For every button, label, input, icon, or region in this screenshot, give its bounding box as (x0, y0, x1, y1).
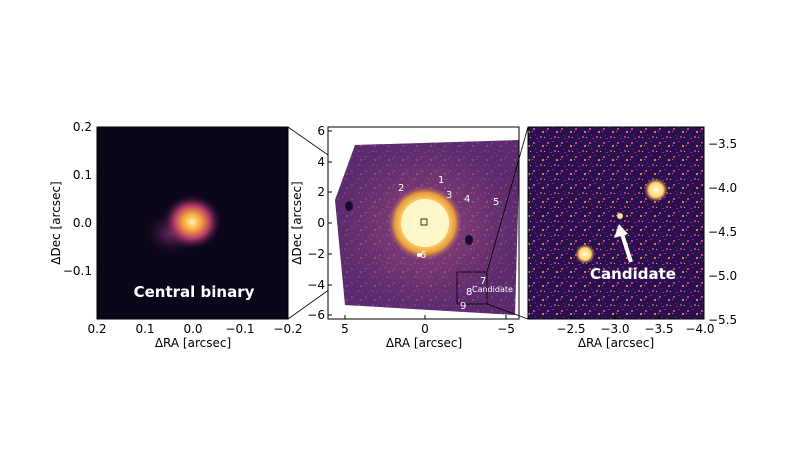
y-tick-label: 6 (317, 124, 325, 138)
binary-core (162, 194, 222, 250)
y-axis-label: ΔDec [arcsec] (290, 181, 304, 264)
source-label: 8 (466, 287, 472, 298)
x-tick-label: −2.5 (556, 322, 585, 336)
x-axis-label: ΔRA [arcsec] (386, 336, 462, 350)
x-tick-label: −3.0 (600, 322, 629, 336)
candidate-arrow-shaft (620, 233, 633, 263)
bright-source (575, 244, 595, 264)
x-tick-label: −5 (497, 322, 515, 336)
x-tick-label: 0 (421, 322, 429, 336)
zoom-connector-line (486, 126, 529, 273)
y-axis-label: ΔDec [arcsec] (49, 181, 63, 264)
panel-central-binary: Central binary 0.2 0.1 0.0 −0.1 0.2 0.1 … (49, 120, 303, 350)
source-label: 1 (438, 175, 444, 186)
panel-wide-field: 1 2 3 4 5 6 7 8 9 Candidate 6 4 2 (290, 124, 520, 350)
y-tick-label: 4 (317, 155, 325, 169)
y-tick-label: −4.5 (708, 225, 737, 239)
y-tick-label: 0.0 (73, 216, 92, 230)
source-label: 9 (460, 301, 466, 312)
dark-artifact (465, 235, 473, 245)
y-tick-label: −3.5 (708, 137, 737, 151)
source-label: 6 (420, 250, 426, 261)
bright-source (644, 178, 668, 202)
candidate-label: Candidate (590, 265, 676, 283)
candidate-arrow-head (614, 224, 628, 238)
source-label: 7 (480, 276, 486, 287)
x-tick-label: 0.2 (87, 322, 106, 336)
x-tick-label: −0.1 (225, 322, 254, 336)
y-tick-label: −0.1 (63, 264, 92, 278)
candidate-source-label: Candidate (472, 285, 513, 294)
y-tick-label: 2 (317, 185, 325, 199)
noise-background (528, 127, 704, 319)
source-label: 4 (464, 194, 470, 205)
y-tick-label: 0.2 (73, 120, 92, 134)
y-tick-label: 0 (317, 216, 325, 230)
center-box (420, 218, 428, 226)
x-tick-label: −3.5 (644, 322, 673, 336)
candidate-box (456, 271, 488, 305)
source-marker (417, 253, 421, 257)
candidate-source (617, 213, 623, 219)
y-tick-label: −5.0 (708, 269, 737, 283)
dark-artifact (345, 201, 353, 211)
panel-candidate-zoom: Candidate −3.5 −4.0 −4.5 −5.0 −5.5 −2.5 … (527, 126, 737, 350)
y-tick-label: −4 (307, 278, 325, 292)
zoom-connector-line (486, 303, 529, 320)
x-axis-label: ΔRA [arcsec] (578, 336, 654, 350)
source-label: 2 (398, 183, 404, 194)
x-tick-label: 0.0 (183, 322, 202, 336)
primary-star-core (401, 199, 449, 247)
source-label: 3 (446, 190, 452, 201)
x-tick-label: 5 (341, 322, 349, 336)
x-tick-label: −0.2 (273, 322, 302, 336)
y-tick-label: −4.0 (708, 181, 737, 195)
y-tick-label: 0.1 (73, 168, 92, 182)
y-tick-label: −5.5 (708, 313, 737, 327)
x-tick-label: 0.1 (135, 322, 154, 336)
x-tick-label: −4.0 (685, 322, 714, 336)
y-tick-label: −2 (307, 247, 325, 261)
y-tick-label: −6 (307, 308, 325, 322)
central-binary-label: Central binary (134, 283, 255, 301)
panel-frame (527, 126, 705, 320)
source-label: 5 (493, 197, 499, 208)
x-axis-label: ΔRA [arcsec] (155, 336, 231, 350)
